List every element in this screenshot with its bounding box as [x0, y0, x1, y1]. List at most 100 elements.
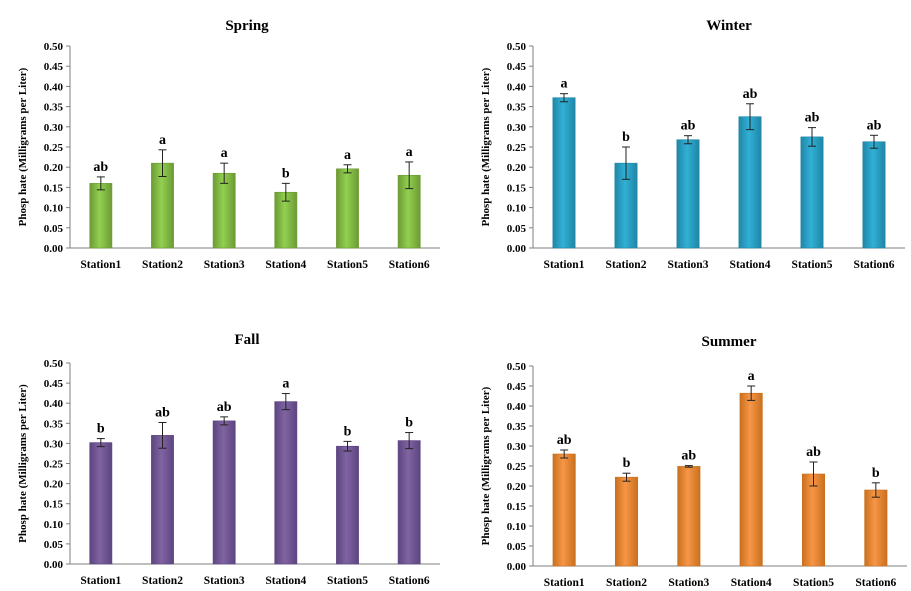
- x-tick-label: Station3: [204, 575, 245, 587]
- y-tick-label: 0.15: [44, 182, 64, 194]
- bar-station1: [89, 183, 113, 249]
- y-tick-label: 0.05: [507, 223, 527, 235]
- y-tick-label: 0.15: [44, 499, 64, 511]
- significance-letter: ab: [155, 405, 170, 420]
- x-tick-label: Station6: [855, 577, 896, 589]
- significance-letter: a: [221, 146, 228, 161]
- y-tick-label: 0.30: [44, 122, 64, 134]
- y-tick-label: 0.05: [507, 541, 527, 553]
- bar-station3: [212, 172, 236, 249]
- y-tick-label: 0.35: [507, 102, 527, 114]
- significance-letter: b: [872, 466, 880, 481]
- x-tick-label: Station6: [854, 259, 895, 271]
- x-tick-label: Station5: [793, 577, 834, 589]
- significance-letter: b: [344, 424, 352, 439]
- significance-letter: b: [97, 422, 105, 437]
- y-axis-label: Phosp hate (Milligrams per Liter): [17, 384, 29, 543]
- y-tick-label: 0.00: [507, 561, 527, 573]
- y-tick-label: 0.20: [507, 162, 527, 174]
- significance-letter: ab: [806, 445, 821, 460]
- chart-panel-spring: Spring Phosp hate (Milligrams per Liter) 0…: [17, 18, 440, 271]
- bar-station6: [864, 489, 888, 567]
- x-tick-label: Station1: [80, 259, 121, 271]
- chart-panel-fall: Fall Phosp hate (Milligrams per Liter) 0.0…: [17, 332, 440, 587]
- x-tick-label: Station3: [668, 259, 709, 271]
- y-tick-label: 0.30: [507, 441, 527, 453]
- significance-letter: ab: [681, 119, 696, 134]
- significance-letter: ab: [557, 433, 572, 448]
- significance-letter: a: [159, 133, 166, 148]
- y-tick-label: 0.25: [507, 142, 527, 154]
- bar-station5: [800, 136, 824, 249]
- x-tick-label: Station1: [544, 259, 585, 271]
- y-tick-label: 0.10: [44, 203, 64, 215]
- x-tick-label: Station5: [327, 575, 368, 587]
- y-tick-label: 0.40: [507, 81, 527, 93]
- y-tick-label: 0.00: [507, 243, 527, 255]
- x-tick-label: Station4: [265, 575, 306, 587]
- bar-station1: [552, 453, 576, 567]
- x-tick-label: Station2: [142, 259, 183, 271]
- significance-letter: b: [623, 456, 631, 471]
- x-tick-label: Station4: [731, 577, 772, 589]
- bar-station5: [336, 168, 359, 249]
- significance-letter: b: [405, 416, 413, 431]
- y-tick-label: 0.10: [44, 519, 64, 531]
- y-tick-label: 0.25: [507, 461, 527, 473]
- y-tick-label: 0.15: [507, 501, 527, 513]
- y-tick-label: 0.35: [44, 102, 64, 114]
- chart-title: Fall: [235, 332, 260, 348]
- x-tick-label: Station3: [204, 259, 245, 271]
- y-tick-label: 0.45: [44, 61, 64, 73]
- y-tick-label: 0.50: [44, 41, 64, 53]
- significance-letter: a: [748, 369, 755, 384]
- significance-letter: ab: [93, 160, 108, 175]
- y-tick-label: 0.35: [507, 421, 527, 433]
- bar-station3: [676, 139, 700, 249]
- y-tick-label: 0.10: [507, 521, 527, 533]
- bar-station4: [739, 392, 763, 567]
- y-axis-label: Phosp hate (Milligrams per Liter): [17, 67, 29, 226]
- y-tick-label: 0.40: [44, 81, 64, 93]
- y-tick-label: 0.20: [507, 481, 527, 493]
- bar-station6: [397, 440, 421, 565]
- y-tick-label: 0.30: [507, 122, 527, 134]
- bar-station6: [862, 141, 886, 249]
- y-tick-label: 0.05: [44, 539, 64, 551]
- bar-station3: [212, 420, 236, 565]
- y-tick-label: 0.40: [44, 398, 64, 410]
- chart-panel-winter: Winter Phosp hate (Milligrams per Liter) 0…: [480, 18, 905, 271]
- significance-letter: ab: [217, 400, 232, 415]
- y-tick-label: 0.20: [44, 162, 64, 174]
- y-tick-label: 0.20: [44, 479, 64, 491]
- bar-station3: [677, 466, 701, 567]
- significance-letter: b: [282, 166, 290, 181]
- bar-station1: [552, 97, 576, 249]
- y-tick-label: 0.45: [44, 378, 64, 390]
- y-tick-label: 0.25: [44, 459, 64, 471]
- significance-letter: ab: [805, 111, 820, 126]
- y-axis-label: Phosp hate (Milligrams per Liter): [480, 67, 492, 226]
- chart-title: Spring: [225, 18, 269, 34]
- significance-letter: b: [622, 130, 630, 145]
- y-tick-label: 0.50: [507, 361, 527, 373]
- bar-station2: [614, 476, 639, 567]
- y-tick-label: 0.40: [507, 401, 527, 413]
- y-tick-label: 0.00: [44, 243, 64, 255]
- significance-letter: a: [344, 148, 351, 163]
- x-tick-label: Station1: [544, 577, 585, 589]
- y-tick-label: 0.10: [507, 203, 527, 215]
- bar-station4: [274, 401, 298, 565]
- chart-panel-summer: Summer Phosp hate (Milligrams per Liter) 0…: [480, 334, 907, 589]
- x-tick-label: Station2: [606, 259, 647, 271]
- y-tick-label: 0.45: [507, 61, 527, 73]
- x-tick-label: Station2: [606, 577, 647, 589]
- y-tick-label: 0.35: [44, 418, 64, 430]
- significance-letter: ab: [681, 449, 696, 464]
- x-tick-label: Station5: [792, 259, 833, 271]
- significance-letter: ab: [867, 118, 882, 133]
- y-axis-label: Phosp hate (Milligrams per Liter): [480, 386, 492, 545]
- significance-letter: ab: [743, 87, 758, 102]
- x-tick-label: Station1: [80, 575, 121, 587]
- bar-station2: [151, 435, 174, 565]
